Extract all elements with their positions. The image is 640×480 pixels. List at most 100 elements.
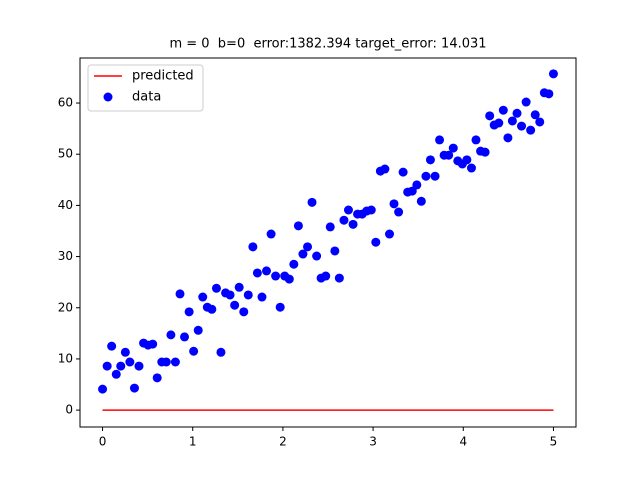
x-tick-label: 3 <box>369 435 377 449</box>
x-tick-label: 4 <box>459 435 467 449</box>
data-point <box>535 117 545 127</box>
data-point <box>120 347 130 357</box>
data-point <box>271 271 281 281</box>
data-point <box>380 164 390 174</box>
data-point <box>343 205 353 215</box>
x-tick-label: 2 <box>279 435 287 449</box>
data-point <box>425 155 435 165</box>
data-point <box>444 150 454 160</box>
data-point <box>116 361 126 371</box>
data-point <box>307 197 317 207</box>
data-point <box>207 304 217 314</box>
data-point <box>371 237 381 247</box>
legend-label: predicted <box>132 69 194 84</box>
data-point <box>102 361 112 371</box>
data-point <box>521 97 531 107</box>
data-point <box>330 246 340 256</box>
data-point <box>416 196 426 206</box>
data-point <box>339 215 349 225</box>
y-tick-label: 50 <box>58 147 73 161</box>
data-point <box>462 155 472 165</box>
data-point <box>111 369 121 379</box>
data-point <box>548 69 558 79</box>
data-point <box>161 357 171 367</box>
data-point <box>243 290 253 300</box>
data-point <box>526 125 536 135</box>
y-tick-label: 10 <box>58 351 73 365</box>
data-point <box>134 361 144 371</box>
data-point <box>312 251 322 261</box>
data-point <box>466 163 476 173</box>
data-point <box>252 268 262 278</box>
data-point <box>193 325 203 335</box>
data-point <box>184 307 194 317</box>
y-tick-label: 0 <box>65 403 73 417</box>
data-point <box>261 266 271 276</box>
data-point <box>512 108 522 118</box>
data-point <box>175 289 185 299</box>
data-point <box>366 205 376 215</box>
data-point <box>412 180 422 190</box>
data-point <box>348 219 358 229</box>
y-tick-label: 30 <box>58 249 73 263</box>
data-point <box>389 199 399 209</box>
data-point <box>170 357 180 367</box>
data-point <box>494 118 504 128</box>
data-point <box>189 346 199 356</box>
data-point <box>507 116 517 126</box>
data-point <box>321 271 331 281</box>
data-point <box>385 229 395 239</box>
data-point <box>498 105 508 115</box>
data-point <box>480 147 490 157</box>
data-point <box>257 292 267 302</box>
x-tick-label: 5 <box>550 435 558 449</box>
data-point <box>211 283 221 293</box>
data-point <box>503 133 513 143</box>
data-point <box>398 167 408 177</box>
data-point <box>107 341 117 351</box>
data-point <box>293 221 303 231</box>
data-point <box>303 242 313 252</box>
data-point <box>152 373 162 383</box>
y-tick-label: 20 <box>58 300 73 314</box>
data-point <box>166 330 176 340</box>
data-point <box>234 282 244 292</box>
data-point <box>298 249 308 259</box>
data-point <box>125 357 135 367</box>
data-point <box>129 383 139 393</box>
data-point <box>448 143 458 153</box>
legend-marker <box>103 92 113 102</box>
y-tick-label: 60 <box>58 96 73 110</box>
data-point <box>435 135 445 145</box>
data-point <box>239 307 249 317</box>
data-point <box>544 89 554 99</box>
data-point <box>198 292 208 302</box>
x-tick-label: 0 <box>99 435 107 449</box>
data-point <box>517 121 527 131</box>
data-point <box>148 339 158 349</box>
data-point <box>325 222 335 232</box>
data-point <box>334 273 344 283</box>
data-point <box>289 259 299 269</box>
plot-frame <box>79 57 577 428</box>
data-point <box>248 242 258 252</box>
x-tick-label: 1 <box>189 435 197 449</box>
data-point <box>471 135 481 145</box>
chart-title: m = 0 b=0 error:1382.394 target_error: 1… <box>169 37 486 52</box>
data-point <box>430 171 440 181</box>
y-tick-label: 40 <box>58 198 73 212</box>
data-point <box>180 332 190 342</box>
data-point <box>485 111 495 121</box>
data-point <box>230 300 240 310</box>
data-point <box>216 347 226 357</box>
data-point <box>225 290 235 300</box>
data-point <box>421 171 431 181</box>
data-point <box>407 186 417 196</box>
data-point <box>98 384 108 394</box>
data-point <box>530 110 540 120</box>
data-point <box>266 229 276 239</box>
data-point <box>275 302 285 312</box>
data-point <box>284 274 294 284</box>
legend-label: data <box>132 90 161 105</box>
